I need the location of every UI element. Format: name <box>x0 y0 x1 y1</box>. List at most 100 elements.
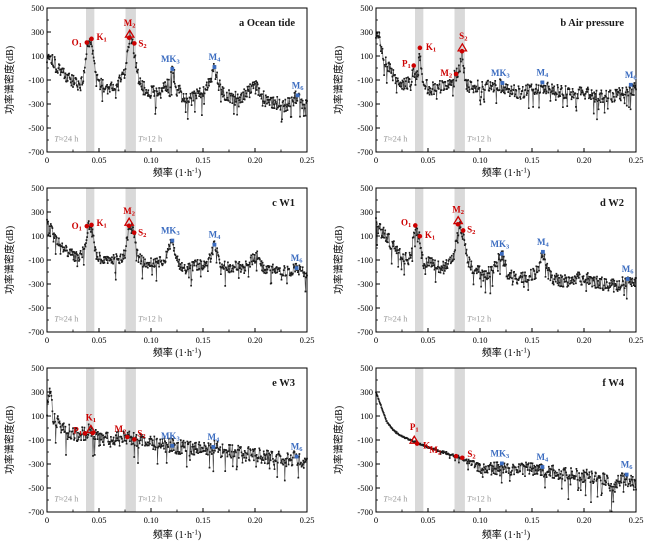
blue-marker-label: M4 <box>537 452 550 464</box>
red-marker-dot <box>460 455 465 461</box>
y-tick-label: 100 <box>360 51 373 61</box>
shaded-band <box>454 8 465 152</box>
x-tick-label: 0 <box>45 335 49 345</box>
blue-marker-label: M4 <box>537 237 550 249</box>
x-tick-label: 0.05 <box>421 335 436 345</box>
red-marker-label: M2 <box>429 445 441 457</box>
x-tick-label: 0.10 <box>144 335 159 345</box>
shaded-band <box>454 188 465 332</box>
shaded-band <box>125 8 136 152</box>
x-tick-label: 0.05 <box>92 515 107 525</box>
shaded-band <box>86 8 95 152</box>
red-marker-dot <box>453 453 459 459</box>
x-tick-label: 0.05 <box>421 155 436 165</box>
x-tick-label: 0.05 <box>92 155 107 165</box>
y-tick-label: 300 <box>360 27 373 37</box>
x-tick-label: 0.10 <box>144 155 159 165</box>
blue-marker-label: M6 <box>625 70 638 82</box>
x-tick-label: 0.20 <box>248 335 263 345</box>
shaded-band <box>86 368 95 512</box>
x-axis-label: 频率 (1·h-1) <box>153 346 201 359</box>
x-tick-label: 0.15 <box>196 515 211 525</box>
red-marker-dot <box>84 223 90 229</box>
red-marker-dot <box>90 430 96 436</box>
y-tick-label: 300 <box>360 387 373 397</box>
period-annotation: T≈12 h <box>138 133 163 143</box>
y-tick-label: -100 <box>357 75 373 85</box>
red-marker-dot <box>417 233 423 239</box>
shaded-band <box>454 368 465 512</box>
y-tick-label: -300 <box>28 279 44 289</box>
y-tick-label: -100 <box>28 75 44 85</box>
x-tick-label: 0 <box>374 335 378 345</box>
red-marker-label: K1 <box>426 42 436 54</box>
blue-marker-label: MK3 <box>490 239 510 251</box>
x-axis-label: 频率 (1·h-1) <box>482 166 530 179</box>
x-tick-label: 0.10 <box>473 335 488 345</box>
red-marker-dot <box>84 40 90 45</box>
y-tick-label: -300 <box>28 99 44 109</box>
y-tick-label: 300 <box>31 27 44 37</box>
x-axis-label: 频率 (1·h-1) <box>482 528 530 541</box>
red-marker-label: O1 <box>72 38 82 50</box>
red-marker-label: M2 <box>123 206 135 218</box>
x-tick-label: 0.15 <box>196 155 211 165</box>
blue-marker-label: M6 <box>292 80 305 92</box>
y-tick-label: -700 <box>28 327 44 337</box>
y-tick-label: -700 <box>28 507 44 517</box>
blue-marker-label: MK3 <box>491 68 511 80</box>
y-tick-label: -100 <box>357 255 373 265</box>
period-annotation: T≈24 h <box>383 493 408 503</box>
red-marker-label: S2 <box>459 31 467 43</box>
blue-marker-square <box>211 445 216 449</box>
y-tick-label: 500 <box>360 183 373 193</box>
blue-marker-label: M6 <box>621 460 634 472</box>
y-tick-label: -300 <box>357 279 373 289</box>
shaded-band <box>86 188 95 332</box>
subplot-title: f W4 <box>602 378 624 389</box>
red-marker-label: M2 <box>115 424 127 436</box>
red-marker-dot <box>453 71 459 77</box>
subplot-e-w3: 500 300 100 -100 -300 -500 -700 0 0.05 0.10 0.15 0.… <box>0 360 329 542</box>
subplot-b-air-pressure: 500 300 100 -100 -300 -500 -700 0 0.05 0.10 0.15 0.… <box>329 0 658 180</box>
y-tick-label: -100 <box>28 255 44 265</box>
red-marker-dot <box>455 221 461 227</box>
x-tick-label: 0.15 <box>525 155 540 165</box>
x-tick-label: 0 <box>374 155 378 165</box>
y-tick-label: -500 <box>28 303 44 313</box>
y-axis-label: 功率谱密度(dB) <box>3 46 16 114</box>
red-marker-label: M2 <box>452 205 464 217</box>
x-tick-label: 0 <box>45 155 49 165</box>
subplot-title: d W2 <box>600 198 624 209</box>
shaded-band <box>415 368 424 512</box>
y-tick-label: -500 <box>28 123 44 133</box>
red-marker-label: S2 <box>138 228 146 240</box>
blue-marker-label: M4 <box>208 432 221 444</box>
x-tick-label: 0.20 <box>577 335 592 345</box>
x-tick-label: 0.20 <box>248 155 263 165</box>
y-tick-label: -100 <box>357 435 373 445</box>
red-marker-dot <box>413 223 418 228</box>
y-tick-label: -500 <box>357 123 373 133</box>
x-tick-label: 0 <box>45 515 49 525</box>
subplot-f-w4: 500 300 100 -100 -300 -500 -700 0 0.05 0.10 0.15 0.… <box>329 360 658 542</box>
blue-marker-square <box>294 454 299 459</box>
red-marker-label: S2 <box>467 449 475 461</box>
blue-marker-square <box>295 93 300 98</box>
x-tick-label: 0.15 <box>196 335 211 345</box>
period-annotation: T≈12 h <box>467 133 492 143</box>
x-tick-label: 0.25 <box>300 335 315 345</box>
y-tick-label: 500 <box>31 363 44 373</box>
y-tick-label: 500 <box>31 3 44 13</box>
blue-marker-label: M4 <box>537 67 550 79</box>
x-tick-label: 0.15 <box>525 335 540 345</box>
blue-marker-label: MK3 <box>490 448 510 460</box>
subplot-title: c W1 <box>272 198 295 209</box>
red-marker-dot <box>414 441 420 446</box>
blue-marker-square <box>170 67 175 71</box>
red-marker-label: K1 <box>425 230 435 242</box>
red-marker-label: O1 <box>72 221 82 233</box>
